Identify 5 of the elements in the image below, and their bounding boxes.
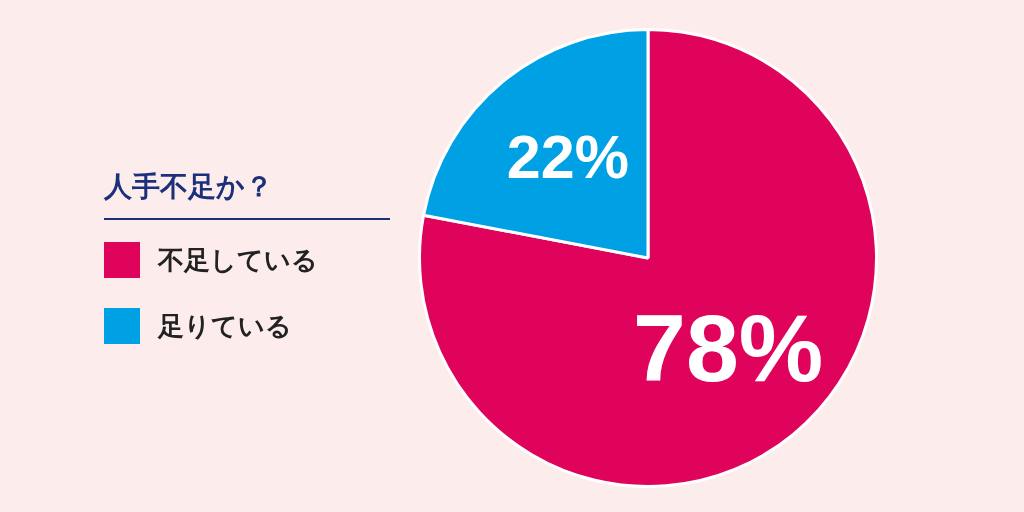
legend-title: 人手不足か？ <box>104 168 390 220</box>
data-label: 22% <box>506 122 629 191</box>
data-label: 78% <box>633 295 824 402</box>
legend-label: 足りている <box>158 309 292 343</box>
legend-label: 不足している <box>158 243 318 277</box>
